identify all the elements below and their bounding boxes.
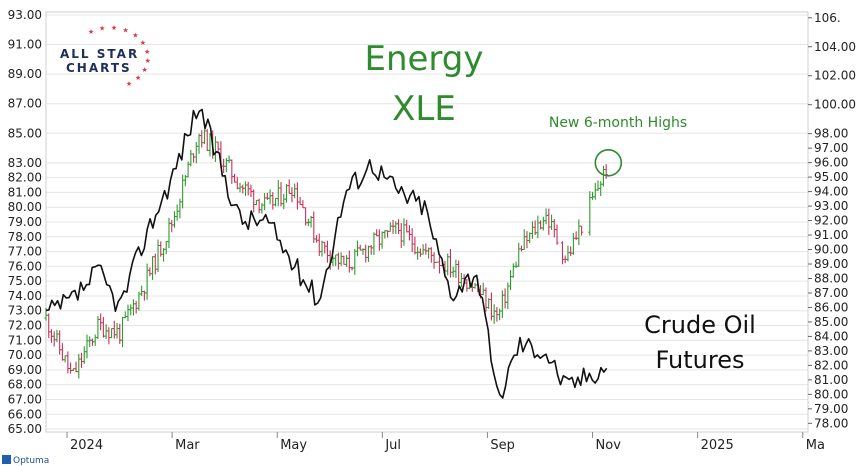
left-tick-label: 75.00 — [8, 274, 42, 288]
right-tick-label: 87.00 — [814, 286, 848, 300]
all-star-charts-logo: ★ ★ ★ ★★★★★★★★ ALL STAR CHARTS — [60, 24, 151, 88]
right-tick-label: 98.00 — [814, 127, 848, 141]
left-tick-label: 76.00 — [8, 259, 42, 273]
right-tick-label: 81.00 — [814, 373, 848, 387]
left-tick-label: 82.00 — [8, 171, 42, 185]
chart-title-line-2: XLE — [392, 89, 456, 129]
right-tick-label: 104.00 — [814, 40, 856, 54]
optuma-icon — [2, 455, 11, 464]
right-tick-label: 95.00 — [814, 170, 848, 184]
left-tick-label: 79.00 — [8, 215, 42, 229]
right-tick-label: 85.00 — [814, 315, 848, 329]
highs-annotation: New 6-month Highs — [549, 115, 687, 131]
left-tick-label: 70.00 — [8, 348, 42, 362]
footer-brand: Optuma — [13, 456, 49, 466]
left-tick-label: 69.00 — [8, 363, 42, 377]
chart-title-line-1: Energy — [364, 39, 483, 79]
logo-star-icon: ★ — [142, 66, 148, 74]
left-tick-label: 65.00 — [8, 422, 42, 436]
x-tick-label: Mar — [175, 438, 200, 453]
right-tick-label: 79.00 — [814, 402, 848, 416]
left-tick-label: 81.00 — [8, 185, 42, 199]
logo-star-icon: ★ — [88, 28, 94, 36]
left-tick-label: 78.00 — [8, 230, 42, 244]
left-tick-label: 80.00 — [8, 200, 42, 214]
left-tick-label: 68.00 — [8, 378, 42, 392]
left-tick-label: 66.00 — [8, 407, 42, 421]
logo-star-icon: ★ — [144, 48, 150, 56]
plot-frame — [45, 11, 809, 433]
x-tick-label: 2024 — [70, 438, 103, 453]
right-tick-label: 78.00 — [814, 416, 848, 430]
logo-star-icon: ★ — [126, 80, 132, 88]
right-tick-label: 106. — [814, 11, 841, 25]
right-tick-label: 93.00 — [814, 199, 848, 213]
x-tick-label: Sep — [490, 438, 515, 453]
right-axis-ticks: 106. 104.00 102.00 100.00 98.0097.0096.0095.… — [808, 11, 856, 430]
crude-oil-line — [45, 108, 608, 399]
crude-label-line-1: Crude Oil — [644, 311, 756, 339]
logo-star-icon: ★ — [132, 32, 138, 40]
logo-stars-arc: ★ ★ ★ ★★★★★★★★ — [88, 24, 151, 88]
logo-star-icon: ★ — [140, 39, 146, 47]
right-tick-label: 100.00 — [814, 98, 856, 112]
left-tick-label: 71.00 — [8, 333, 42, 347]
x-tick-label: Jul — [384, 438, 401, 453]
right-tick-label: 92.00 — [814, 214, 848, 228]
xle-price-bars — [44, 129, 608, 379]
logo-star-icon: ★ — [111, 24, 117, 32]
left-tick-label: 72.00 — [8, 319, 42, 333]
right-tick-label: 90.00 — [814, 243, 848, 257]
right-tick-label: 102.00 — [814, 69, 856, 83]
grid-lines — [46, 14, 808, 430]
right-tick-label: 82.00 — [814, 358, 848, 372]
x-axis-ticks: 2024 Mar May Jul Sep Nov 2025 Ma — [66, 432, 825, 453]
right-tick-label: 97.00 — [814, 141, 848, 155]
left-tick-label: 89.00 — [8, 67, 42, 81]
x-tick-label: 2025 — [701, 438, 734, 453]
logo-line-2: CHARTS — [66, 61, 132, 75]
right-tick-label: 83.00 — [814, 344, 848, 358]
x-tick-label: Nov — [596, 438, 622, 453]
left-axis-ticks: 93.00 91.00 89.00 87.00 85.00 83.0082.0081.00… — [8, 8, 42, 436]
right-tick-label: 80.00 — [814, 387, 848, 401]
right-tick-label: 94.00 — [814, 185, 848, 199]
left-tick-label: 91.00 — [8, 38, 42, 52]
right-tick-label: 91.00 — [814, 228, 848, 242]
left-tick-label: 93.00 — [8, 8, 42, 22]
logo-star-icon: ★ — [145, 57, 151, 65]
left-tick-label: 77.00 — [8, 245, 42, 259]
crude-label-line-2: Futures — [656, 346, 745, 374]
x-tick-label: Ma — [806, 438, 825, 453]
logo-line-1: ALL STAR — [60, 47, 139, 61]
right-tick-label: 96.00 — [814, 156, 848, 170]
right-tick-label: 84.00 — [814, 329, 848, 343]
right-tick-label: 88.00 — [814, 271, 848, 285]
x-tick-label: May — [280, 438, 307, 453]
left-tick-label: 83.00 — [8, 156, 42, 170]
right-tick-label: 89.00 — [814, 257, 848, 271]
left-tick-label: 67.00 — [8, 392, 42, 406]
left-tick-label: 85.00 — [8, 126, 42, 140]
logo-star-icon: ★ — [99, 25, 105, 33]
left-tick-label: 73.00 — [8, 304, 42, 318]
logo-star-icon: ★ — [135, 74, 141, 82]
six-month-high-marker — [594, 149, 623, 177]
right-tick-label: 86.00 — [814, 300, 848, 314]
left-tick-label: 74.00 — [8, 289, 42, 303]
left-tick-label: 87.00 — [8, 97, 42, 111]
logo-star-icon: ★ — [122, 27, 128, 35]
